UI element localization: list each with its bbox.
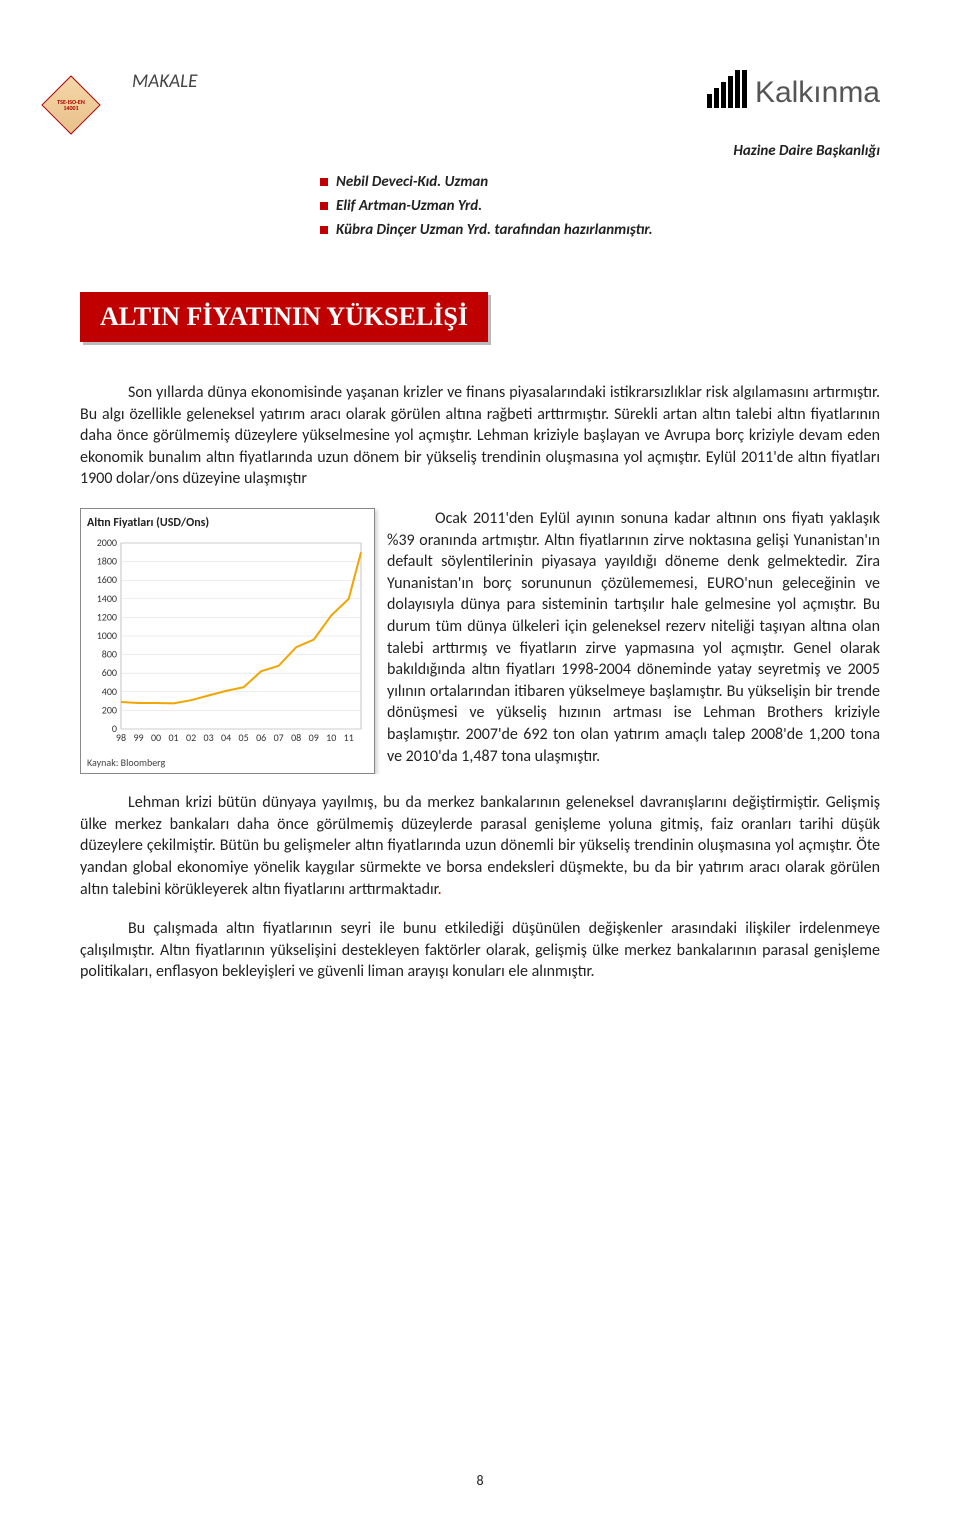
badge-text: TSE-ISO-EN 14001 xyxy=(51,99,91,111)
svg-text:01: 01 xyxy=(168,731,178,744)
svg-text:1400: 1400 xyxy=(97,592,117,605)
svg-text:1200: 1200 xyxy=(97,611,117,624)
svg-text:03: 03 xyxy=(204,731,214,744)
authors-list: Nebil Deveci-Kıd. Uzman Elif Artman-Uzma… xyxy=(320,170,880,242)
svg-text:06: 06 xyxy=(256,731,266,744)
header-right-wrap: Kalkınma xyxy=(707,70,880,108)
svg-text:400: 400 xyxy=(102,685,117,698)
page-header: TSE-ISO-EN 14001 MAKALE Kalkınma xyxy=(80,70,880,112)
iso-badge: TSE-ISO-EN 14001 xyxy=(41,75,100,134)
svg-text:1800: 1800 xyxy=(97,555,117,568)
svg-text:05: 05 xyxy=(239,731,249,744)
article-title: ALTIN FİYATININ YÜKSELİŞİ xyxy=(80,292,488,342)
department-label: Hazine Daire Başkanlığı xyxy=(80,142,880,160)
svg-text:10: 10 xyxy=(326,731,336,744)
chart-text-block: Altın Fiyatları (USD/Ons) 02 00 400 600 800 1… xyxy=(80,508,880,774)
author-name: Nebil Deveci-Kıd. Uzman xyxy=(336,170,488,194)
logo-bars-icon xyxy=(707,70,747,108)
svg-text:2000: 2000 xyxy=(97,537,117,549)
gold-price-chart: Altın Fiyatları (USD/Ons) 02 00 400 600 800 1… xyxy=(80,508,375,774)
svg-text:600: 600 xyxy=(102,666,117,679)
author-name: Elif Artman-Uzman Yrd. xyxy=(336,194,482,218)
svg-text:99: 99 xyxy=(133,731,143,744)
svg-text:11: 11 xyxy=(344,731,354,744)
svg-text:1000: 1000 xyxy=(97,629,117,642)
svg-text:1600: 1600 xyxy=(97,573,117,586)
chart-source: Kaynak: Bloomberg xyxy=(87,756,368,770)
page-number: 8 xyxy=(476,1472,483,1489)
article-body: Son yıllarda dünya ekonomisinde yaşanan … xyxy=(80,382,880,983)
bullet-icon xyxy=(320,178,328,186)
svg-text:07: 07 xyxy=(274,731,284,744)
author-row: Elif Artman-Uzman Yrd. xyxy=(320,194,880,218)
paragraph-1: Son yıllarda dünya ekonomisinde yaşanan … xyxy=(80,382,880,490)
logo-text: Kalkınma xyxy=(755,78,880,108)
brand-logo: Kalkınma xyxy=(707,70,880,108)
bullet-icon xyxy=(320,226,328,234)
section-label: MAKALE xyxy=(132,70,197,93)
svg-text:98: 98 xyxy=(116,731,126,744)
svg-text:00: 00 xyxy=(151,731,161,744)
chart-title: Altın Fiyatları (USD/Ons) xyxy=(87,515,368,531)
svg-text:02: 02 xyxy=(186,731,196,744)
svg-text:09: 09 xyxy=(309,731,319,744)
paragraph-4: Bu çalışmada altın fiyatlarının seyri il… xyxy=(80,918,880,983)
paragraph-3-text: Lehman krizi bütün dünyaya yayılmış, bu … xyxy=(80,793,880,898)
svg-text:800: 800 xyxy=(102,648,117,661)
chart-canvas: 02 00 400 600 800 1000 1200 1400 1600 1800 2000 98 9… xyxy=(87,537,367,747)
header-left: TSE-ISO-EN 14001 MAKALE xyxy=(80,70,197,112)
author-row: Kübra Dinçer Uzman Yrd. tarafından hazır… xyxy=(320,218,880,242)
svg-text:08: 08 xyxy=(291,731,301,744)
bullet-icon xyxy=(320,202,328,210)
paragraph-3: Lehman krizi bütün dünyaya yayılmış, bu … xyxy=(80,792,880,900)
svg-text:04: 04 xyxy=(221,731,231,744)
author-name: Kübra Dinçer Uzman Yrd. tarafından hazır… xyxy=(336,218,653,242)
author-row: Nebil Deveci-Kıd. Uzman xyxy=(320,170,880,194)
red-period: . xyxy=(438,880,442,899)
svg-text:200: 200 xyxy=(102,704,117,717)
